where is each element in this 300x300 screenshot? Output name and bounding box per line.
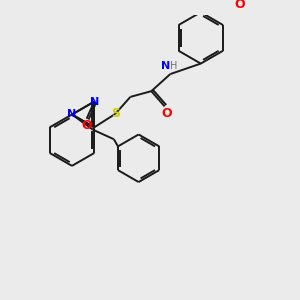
- Text: S: S: [112, 106, 121, 120]
- Text: O: O: [81, 119, 92, 132]
- Text: N: N: [90, 97, 99, 106]
- Text: O: O: [235, 0, 245, 11]
- Text: O: O: [161, 106, 172, 120]
- Text: H: H: [169, 61, 177, 71]
- Text: N: N: [161, 61, 170, 71]
- Text: N: N: [68, 110, 76, 119]
